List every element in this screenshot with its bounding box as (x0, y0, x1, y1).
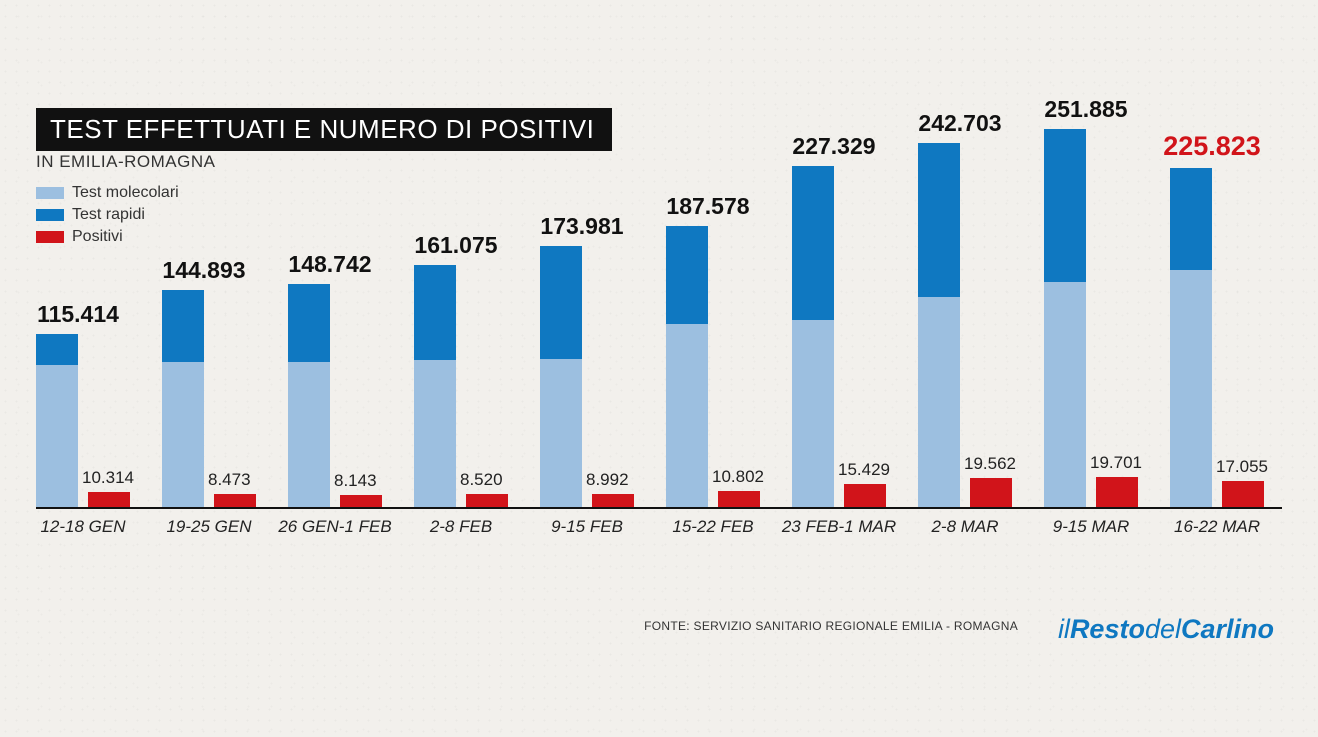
tests-total-label: 161.075 (392, 232, 520, 259)
tests-molecolari-segment (288, 362, 330, 508)
positives-bar (592, 494, 634, 507)
tests-rapidi-segment (1044, 129, 1086, 282)
tests-bar (1044, 129, 1086, 507)
tests-total-label: 242.703 (896, 110, 1024, 137)
tests-total-label: 251.885 (1022, 96, 1150, 123)
brand-logo: ilRestodelCarlino (1058, 614, 1274, 645)
positives-label: 19.701 (1090, 453, 1160, 473)
tests-molecolari-segment (540, 359, 582, 508)
tests-total-label: 144.893 (140, 257, 268, 284)
positives-bar (844, 484, 886, 507)
bar-chart: 115.41410.314144.8938.473148.7428.143161… (36, 108, 1282, 541)
x-axis-label: 9-15 FEB (527, 517, 647, 537)
tests-molecolari-segment (36, 365, 78, 508)
tests-rapidi-segment (162, 290, 204, 362)
brand-bold1: Resto (1070, 614, 1145, 644)
positives-bar (970, 478, 1012, 507)
tests-rapidi-segment (288, 284, 330, 362)
positives-label: 8.143 (334, 471, 404, 491)
positives-bar (1096, 477, 1138, 507)
tests-molecolari-segment (1044, 282, 1086, 507)
tests-bar (288, 284, 330, 507)
x-axis-label: 12-18 GEN (23, 517, 143, 537)
tests-bar (162, 290, 204, 507)
tests-molecolari-segment (162, 362, 204, 508)
positives-bar (214, 494, 256, 507)
tests-bar (414, 265, 456, 507)
tests-molecolari-segment (1170, 270, 1212, 507)
positives-bar (718, 491, 760, 507)
tests-total-label: 225.823 (1148, 131, 1276, 162)
tests-molecolari-segment (792, 320, 834, 508)
source-text: FONTE: SERVIZIO SANITARIO REGIONALE EMIL… (644, 619, 1018, 633)
tests-molecolari-segment (414, 360, 456, 507)
tests-rapidi-segment (540, 246, 582, 358)
tests-total-label: 173.981 (518, 213, 646, 240)
tests-total-label: 187.578 (644, 193, 772, 220)
tests-rapidi-segment (1170, 168, 1212, 270)
tests-bar (1170, 168, 1212, 507)
x-axis-label: 16-22 MAR (1157, 517, 1277, 537)
x-axis-label: 26 GEN-1 FEB (275, 517, 395, 537)
brand-bold2: Carlino (1181, 614, 1274, 644)
tests-bar (918, 143, 960, 507)
positives-label: 10.314 (82, 468, 152, 488)
tests-total-label: 115.414 (14, 301, 142, 328)
tests-rapidi-segment (414, 265, 456, 360)
x-axis-label: 9-15 MAR (1031, 517, 1151, 537)
positives-bar (466, 494, 508, 507)
tests-bar (36, 334, 78, 507)
tests-molecolari-segment (666, 324, 708, 507)
positives-label: 15.429 (838, 460, 908, 480)
x-axis-label: 19-25 GEN (149, 517, 269, 537)
x-axis: 12-18 GEN19-25 GEN26 GEN-1 FEB2-8 FEB9-1… (36, 513, 1282, 541)
positives-label: 10.802 (712, 467, 782, 487)
tests-bar (792, 166, 834, 507)
positives-label: 17.055 (1216, 457, 1286, 477)
positives-label: 8.520 (460, 470, 530, 490)
tests-bar (666, 226, 708, 507)
x-axis-label: 15-22 FEB (653, 517, 773, 537)
tests-rapidi-segment (666, 226, 708, 324)
positives-bar (1222, 481, 1264, 507)
tests-total-label: 227.329 (770, 133, 898, 160)
x-axis-label: 2-8 FEB (401, 517, 521, 537)
brand-prefix: il (1058, 614, 1070, 644)
x-axis-label: 23 FEB-1 MAR (779, 517, 899, 537)
positives-label: 19.562 (964, 454, 1034, 474)
positives-label: 8.992 (586, 470, 656, 490)
positives-bar (88, 492, 130, 507)
positives-label: 8.473 (208, 470, 278, 490)
tests-rapidi-segment (918, 143, 960, 297)
tests-total-label: 148.742 (266, 251, 394, 278)
tests-bar (540, 246, 582, 507)
x-axis-label: 2-8 MAR (905, 517, 1025, 537)
plot-area: 115.41410.314144.8938.473148.7428.143161… (36, 119, 1282, 509)
brand-mid: del (1145, 614, 1181, 644)
tests-molecolari-segment (918, 297, 960, 507)
tests-rapidi-segment (36, 334, 78, 365)
positives-bar (340, 495, 382, 507)
tests-rapidi-segment (792, 166, 834, 319)
